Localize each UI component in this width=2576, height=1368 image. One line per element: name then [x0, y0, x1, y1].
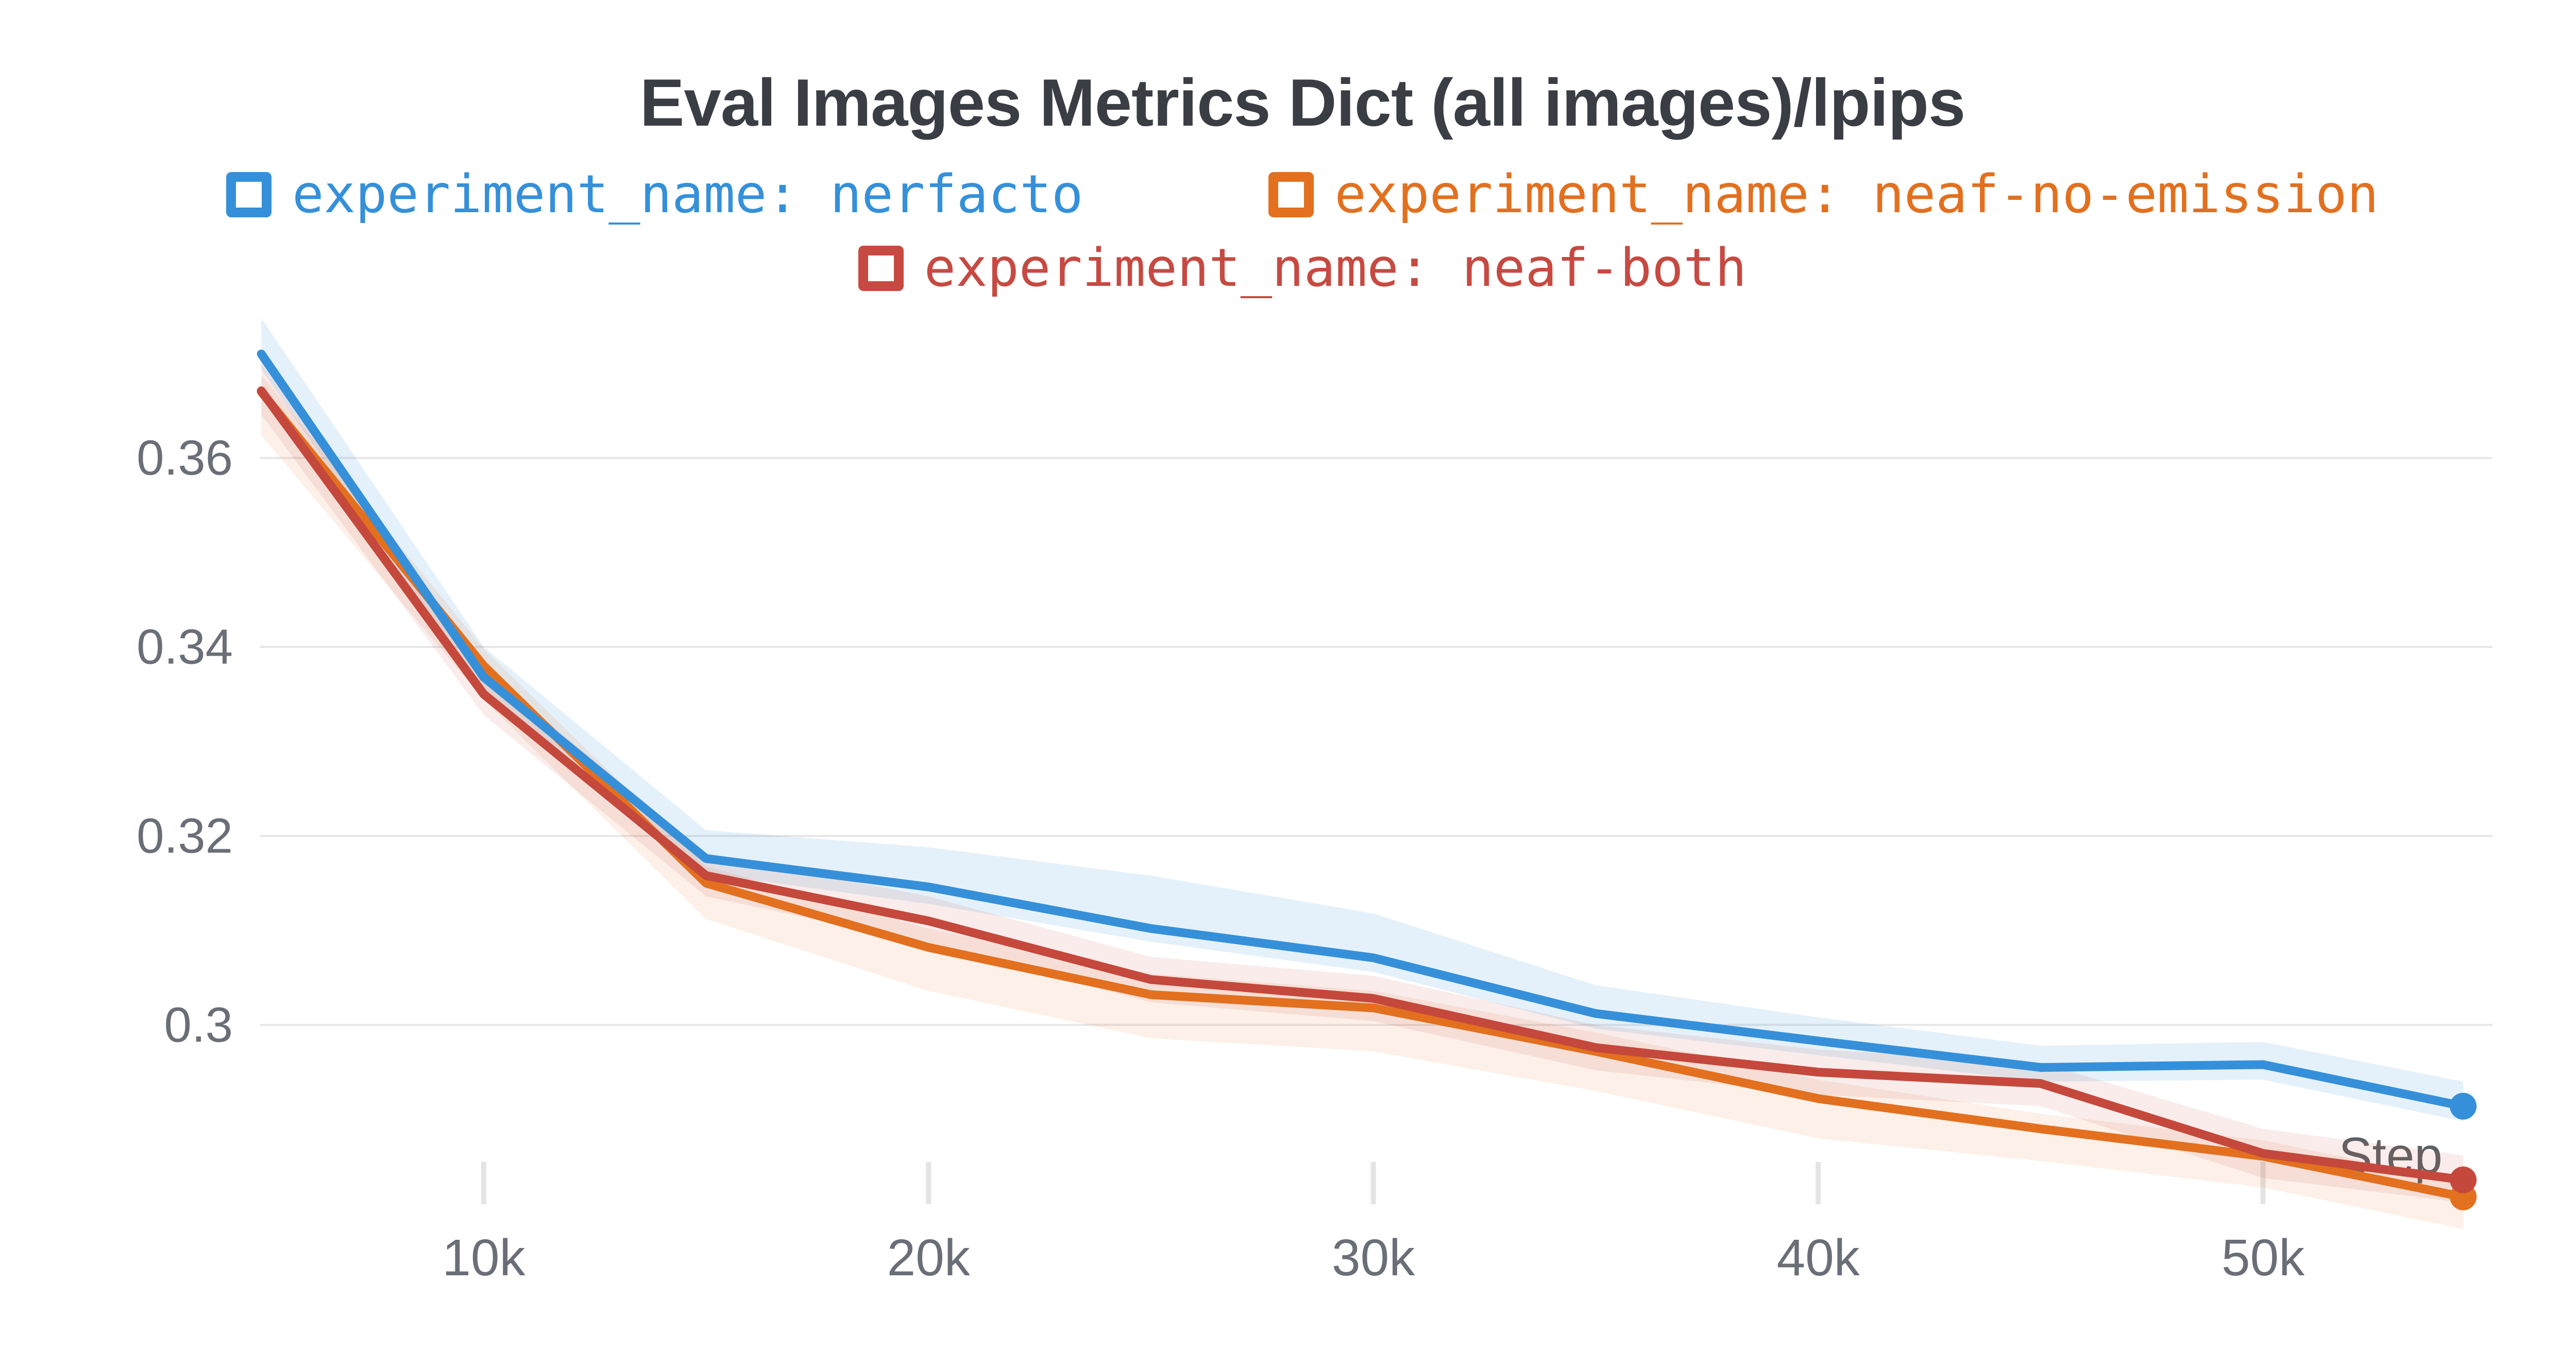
legend-marker-square-icon — [858, 245, 904, 291]
x-axis-tick-label: 20k — [887, 1229, 971, 1287]
legend-item-label: experiment_name: nerfacto — [292, 164, 1083, 225]
series-endpoint-dot[interactable] — [2450, 1166, 2477, 1193]
legend-row-2: experiment_name: neaf-both — [858, 237, 1747, 299]
y-axis-tick-label: 0.36 — [137, 431, 233, 486]
y-axis-tick-label: 0.32 — [137, 808, 233, 863]
series-line[interactable] — [257, 349, 2468, 1111]
legend-marker-square-icon — [226, 172, 272, 217]
x-axis-tick-label: 10k — [442, 1229, 526, 1287]
legend-item-neaf-no-emission[interactable]: experiment_name: neaf-no-emission — [1268, 164, 2379, 225]
x-axis-tick-label: 40k — [1776, 1229, 1860, 1287]
y-axis-tick-label: 0.3 — [164, 997, 233, 1052]
series-line[interactable] — [257, 386, 2468, 1185]
y-axis-tick-label: 0.34 — [137, 620, 233, 675]
chart-title: Eval Images Metrics Dict (all images)/lp… — [639, 65, 1965, 140]
legend: experiment_name: nerfacto experiment_nam… — [0, 164, 2576, 299]
legend-row-1: experiment_name: nerfacto experiment_nam… — [226, 164, 2379, 225]
legend-item-nerfacto[interactable]: experiment_name: nerfacto — [226, 164, 1083, 225]
legend-marker-square-icon — [1268, 172, 1314, 217]
series-endpoint-dot[interactable] — [2450, 1092, 2477, 1120]
legend-item-label: experiment_name: neaf-both — [924, 237, 1747, 299]
legend-item-neaf-both[interactable]: experiment_name: neaf-both — [858, 237, 1747, 299]
x-axis-tick-label: 50k — [2222, 1229, 2305, 1287]
x-axis-tick-label: 30k — [1332, 1229, 1415, 1287]
legend-item-label: experiment_name: neaf-no-emission — [1334, 164, 2379, 225]
